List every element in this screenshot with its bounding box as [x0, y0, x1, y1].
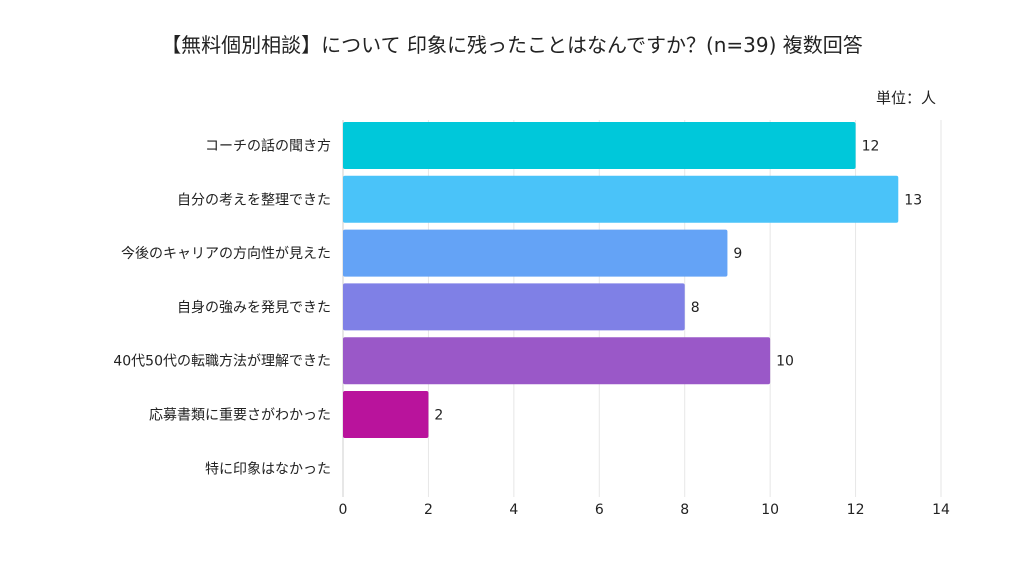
data-label: 10: [776, 354, 794, 370]
x-tick-label: 14: [932, 502, 950, 518]
data-label: 2: [434, 408, 443, 424]
category-label: 特に印象はなかった: [205, 461, 331, 477]
category-label: 自分の考えを整理できた: [177, 192, 331, 208]
category-label: コーチの話の聞き方: [205, 138, 331, 155]
bar: [343, 283, 685, 331]
x-tick-label: 8: [680, 502, 689, 518]
x-tick-label: 2: [424, 502, 433, 518]
x-tick-label: 6: [595, 502, 604, 518]
category-label: 40代50代の転職方法が理解できた: [113, 354, 331, 370]
x-tick-label: 10: [761, 502, 779, 518]
bar: [343, 229, 728, 277]
bar: [343, 122, 856, 169]
data-label: 13: [904, 192, 922, 208]
data-label: 9: [733, 246, 742, 262]
x-tick-label: 0: [339, 502, 348, 518]
category-label: 今後のキャリアの方向性が見えた: [121, 246, 331, 262]
x-tick-label: 4: [509, 502, 518, 518]
bar: [343, 391, 429, 438]
category-label: 応募書類に重要さがわかった: [149, 408, 331, 424]
x-tick-label: 12: [847, 502, 865, 518]
data-label: 12: [862, 139, 880, 155]
chart-title: 【無料個別相談】について 印象に残ったことはなんですか？(n=39) 複数回答: [161, 33, 863, 57]
category-label: 自身の強みを発見できた: [177, 300, 331, 316]
bar: [343, 175, 899, 223]
data-label: 8: [691, 300, 700, 316]
bar: [343, 337, 771, 385]
unit-label: 単位：人: [876, 89, 936, 107]
